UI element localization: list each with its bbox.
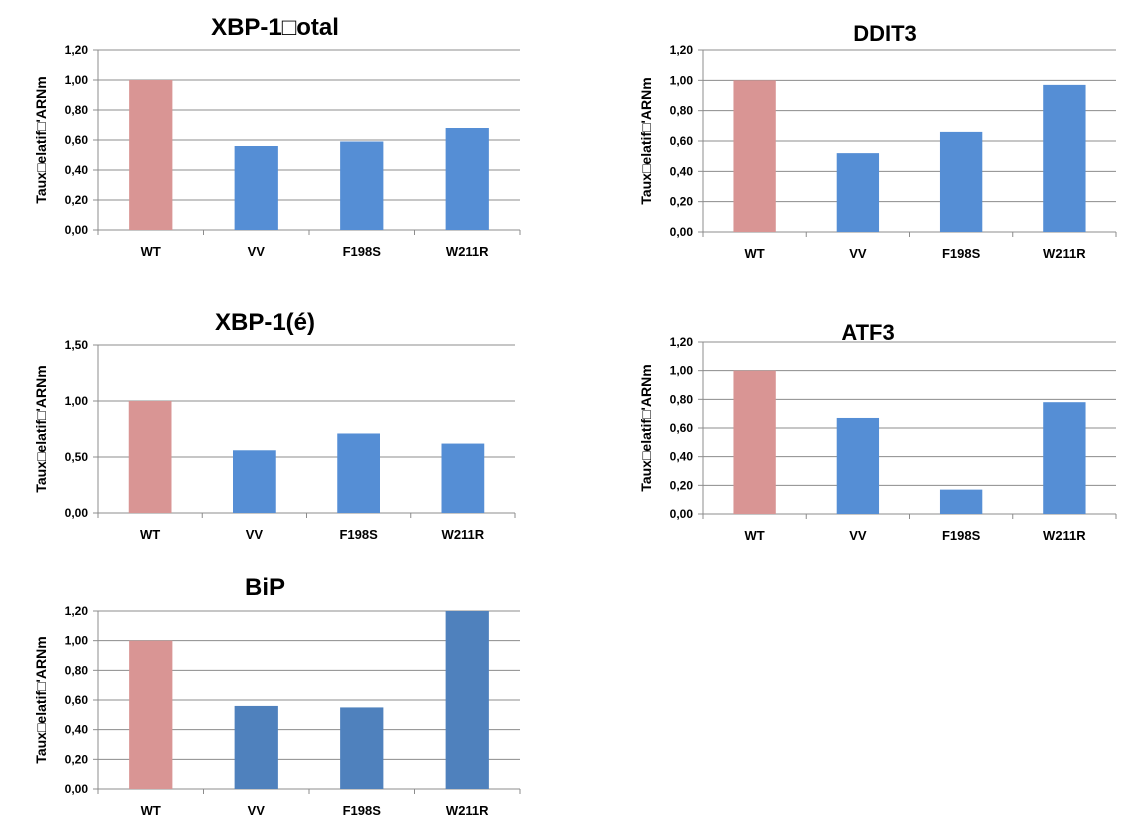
y-tick-label: 0,40: [65, 163, 89, 177]
x-tick-label: F198S: [339, 527, 378, 542]
bar-vv: [836, 153, 880, 232]
bar-vv: [234, 146, 278, 230]
y-axis-label: Taux□elatif□'ARNm: [33, 636, 49, 763]
bar-vv: [836, 417, 880, 514]
y-tick-label: 0,80: [65, 663, 89, 677]
y-tick-label: 1,20: [670, 335, 694, 349]
bar-w211r: [445, 128, 489, 230]
x-tick-label: W211R: [446, 803, 489, 816]
y-axis-label: Taux□elatif□'ARNm: [638, 364, 654, 491]
x-tick-label: VV: [248, 803, 266, 816]
x-tick-label: WT: [141, 244, 161, 259]
y-tick-label: 0,00: [65, 506, 89, 520]
y-tick-label: 0,40: [65, 723, 89, 737]
bar-w211r: [1043, 84, 1086, 232]
y-tick-label: 0,20: [670, 195, 694, 209]
x-tick-label: W211R: [442, 527, 485, 542]
bar-wt: [128, 401, 172, 513]
y-tick-label: 0,20: [65, 193, 89, 207]
y-tick-label: 1,20: [65, 43, 89, 57]
x-tick-label: VV: [849, 246, 867, 261]
y-tick-label: 0,80: [670, 392, 694, 406]
y-tick-label: 0,00: [65, 223, 89, 237]
chart-xbp1-total: XBP-1□otal 0,00 0,20 0,40 0,60 0,80 1,00 1,20 WT…: [33, 14, 521, 259]
y-tick-label: 0,40: [670, 450, 694, 464]
bar-vv: [234, 705, 278, 789]
chart-title: BiP: [245, 574, 285, 601]
bar-f198s: [340, 141, 384, 230]
bar-wt: [129, 640, 173, 789]
bar-w211r: [441, 443, 485, 513]
y-tick-label: 0,60: [65, 693, 89, 707]
y-tick-label: 1,00: [65, 394, 89, 408]
x-tick-label: W211R: [1043, 246, 1086, 261]
y-tick-label: 1,00: [65, 73, 89, 87]
x-tick-label: VV: [849, 528, 867, 543]
y-tick-label: 0,60: [670, 134, 694, 148]
chart-title: XBP-1□otal: [211, 14, 339, 41]
bar-f198s: [939, 489, 983, 514]
x-tick-label: W211R: [1043, 528, 1086, 543]
bar-vv: [233, 450, 276, 513]
y-tick-label: 0,40: [670, 164, 694, 178]
x-tick-label: WT: [745, 528, 765, 543]
bar-wt: [733, 80, 776, 232]
y-axis-label: Taux□elatif□'ARNm: [638, 77, 654, 204]
y-tick-label: 0,00: [65, 782, 89, 796]
x-tick-label: WT: [140, 527, 160, 542]
chart-bip: BiP 0,00 0,20 0,40 0,60 0,80 1,00 1,20 WT VV F198S…: [33, 574, 521, 816]
y-tick-label: 1,00: [65, 634, 89, 648]
x-tick-label: F198S: [942, 246, 981, 261]
x-tick-label: F198S: [942, 528, 981, 543]
y-tick-label: 0,00: [670, 507, 694, 521]
y-tick-label: 1,00: [670, 364, 694, 378]
bar-f198s: [939, 131, 983, 232]
y-tick-label: 0,60: [65, 133, 89, 147]
y-tick-label: 1,50: [65, 338, 89, 352]
bar-f198s: [340, 707, 384, 789]
y-tick-label: 1,20: [670, 43, 694, 57]
y-tick-label: 0,80: [65, 103, 89, 117]
x-tick-label: WT: [141, 803, 161, 816]
bar-w211r: [1043, 402, 1086, 514]
y-tick-label: 0,60: [670, 421, 694, 435]
bar-f198s: [337, 433, 380, 513]
y-tick-label: 0,20: [65, 752, 89, 766]
bar-w211r: [445, 611, 489, 789]
x-tick-label: F198S: [343, 803, 382, 816]
x-tick-label: W211R: [446, 244, 489, 259]
y-tick-label: 0,00: [670, 225, 694, 239]
y-tick-label: 1,20: [65, 604, 89, 618]
x-tick-label: WT: [745, 246, 765, 261]
y-tick-label: 0,20: [670, 478, 694, 492]
chart-title: DDIT3: [853, 21, 917, 46]
y-tick-label: 0,80: [670, 104, 694, 118]
chart-title: XBP-1(é): [215, 309, 315, 336]
chart-atf3: ATF3 0,00 0,20 0,40 0,60 0,80 1,00 1,20 WT VV F198…: [638, 320, 1117, 543]
y-axis-label: Taux□elatif□'ARNm: [33, 365, 49, 492]
y-tick-label: 1,00: [670, 73, 694, 87]
chart-ddit3: DDIT3 0,00 0,20 0,40 0,60 0,80 1,00 1,20 WT VV F19…: [638, 21, 1117, 261]
x-tick-label: F198S: [343, 244, 382, 259]
chart-title: ATF3: [841, 320, 894, 345]
y-axis-label: Taux□elatif□'ARNm: [33, 76, 49, 203]
x-tick-label: VV: [248, 244, 266, 259]
bar-wt: [129, 80, 173, 230]
y-tick-label: 0,50: [65, 450, 89, 464]
x-tick-label: VV: [246, 527, 264, 542]
chart-xbp1-spliced: XBP-1(é) 0,00 0,50 1,00 1,50 WT VV F198S W211R Ta…: [33, 309, 516, 542]
bar-wt: [733, 370, 776, 514]
